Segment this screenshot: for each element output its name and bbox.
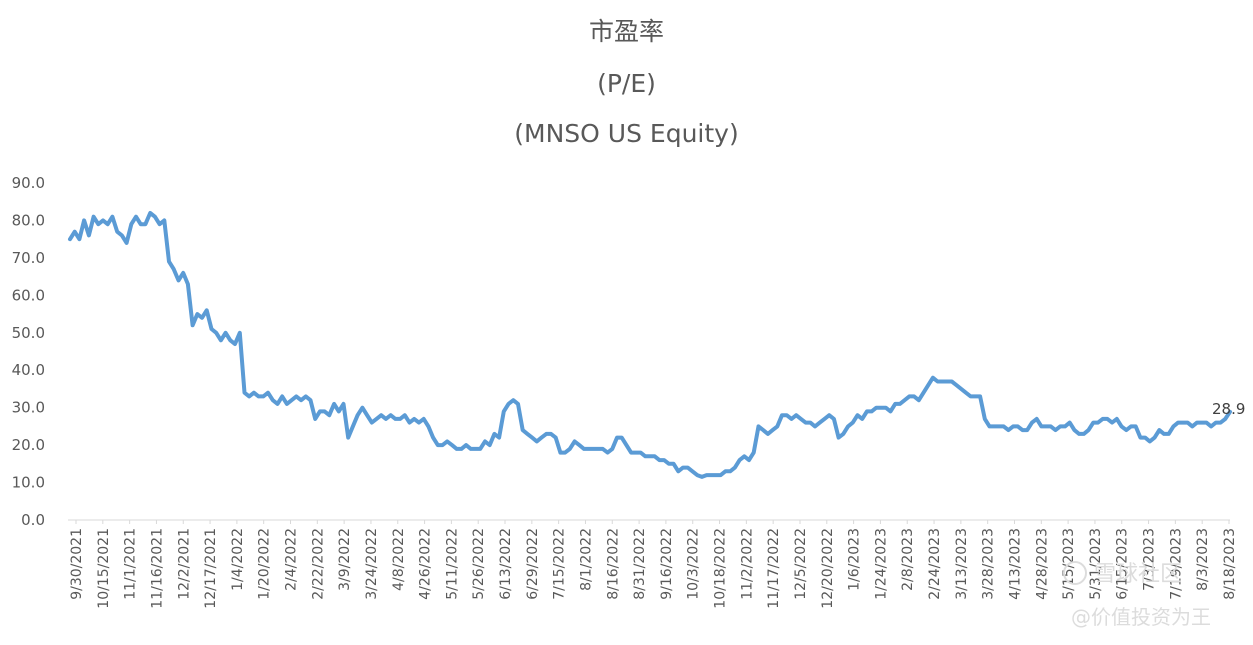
x-tick-label: 2/8/2023 [900, 528, 916, 591]
x-tick-label: 8/31/2022 [632, 528, 648, 600]
x-tick-label: 5/31/2023 [1088, 528, 1104, 600]
y-tick-label: 0.0 [21, 511, 45, 529]
x-tick-label: 8/18/2023 [1222, 528, 1238, 600]
x-tick-label: 2/4/2022 [284, 528, 300, 591]
x-tick-label: 6/13/2022 [498, 528, 514, 600]
x-tick-label: 12/17/2021 [203, 528, 219, 609]
x-tick-label: 11/17/2022 [766, 528, 782, 609]
y-tick-label: 50.0 [12, 324, 45, 342]
x-tick-label: 12/5/2022 [793, 528, 809, 600]
x-tick-label: 9/30/2021 [69, 528, 85, 600]
x-tick-label: 3/9/2022 [337, 528, 353, 591]
y-tick-label: 40.0 [12, 361, 45, 379]
x-tick-label: 5/11/2022 [444, 528, 460, 600]
x-tick-label: 4/28/2023 [1034, 528, 1050, 600]
x-tick-label: 6/15/2023 [1115, 528, 1131, 600]
x-tick-label: 4/13/2023 [1007, 528, 1023, 600]
chart-title: 市盈率 [588, 17, 664, 46]
x-tick-label: 6/29/2022 [525, 528, 541, 600]
x-tick-label: 8/16/2022 [605, 528, 621, 600]
x-tick-label: 4/8/2022 [391, 528, 407, 591]
x-tick-label: 10/15/2021 [96, 528, 112, 609]
x-tick-label: 3/28/2023 [981, 528, 997, 600]
x-tick-label: 1/24/2023 [873, 528, 889, 600]
pe-series-line [68, 211, 1232, 479]
y-axis: 0.0 10.0 20.0 30.0 40.0 50.0 60.0 70.0 80.0 90.0 [12, 174, 45, 529]
x-tick-label: 3/24/2022 [364, 528, 380, 600]
y-tick-label: 80.0 [12, 211, 45, 229]
y-tick-label: 10.0 [12, 474, 45, 492]
x-tick-label: 12/2/2021 [176, 528, 192, 600]
x-tick-label: 9/16/2022 [659, 528, 675, 600]
x-tick-label: 3/13/2023 [954, 528, 970, 600]
x-tick-label: 1/6/2023 [847, 528, 863, 591]
x-tick-label: 7/19/2023 [1168, 528, 1184, 600]
x-tick-label: 10/18/2022 [713, 528, 729, 609]
x-tick-label: 11/16/2021 [149, 528, 165, 609]
x-axis: 9/30/2021 10/15/2021 11/1/2021 11/16/2021 12… [69, 520, 1238, 609]
y-tick-label: 60.0 [12, 286, 45, 304]
x-tick-label: 8/3/2023 [1195, 528, 1211, 591]
y-tick-label: 70.0 [12, 249, 45, 267]
x-tick-label: 1/20/2022 [257, 528, 273, 600]
watermark: 雪球社区 @价值投资为王 [1063, 561, 1211, 629]
x-tick-label: 2/24/2023 [927, 528, 943, 600]
x-tick-label: 4/26/2022 [418, 528, 434, 600]
watermark-text-1: 雪球社区 [1094, 562, 1182, 587]
x-tick-label: 8/1/2022 [578, 528, 594, 591]
x-tick-label: 12/20/2022 [820, 528, 836, 609]
x-tick-label: 1/4/2022 [230, 528, 246, 591]
y-tick-label: 20.0 [12, 436, 45, 454]
chart-subtitle: (P/E) [597, 69, 656, 98]
y-tick-label: 90.0 [12, 174, 45, 192]
x-tick-label: 7/15/2022 [552, 528, 568, 600]
x-tick-label: 11/2/2022 [739, 528, 755, 600]
chart-subtitle-2: (MNSO US Equity) [514, 119, 739, 148]
x-tick-label: 10/3/2022 [686, 528, 702, 600]
y-tick-label: 30.0 [12, 399, 45, 417]
x-tick-label: 2/22/2022 [310, 528, 326, 600]
last-value-label: 28.9 [1212, 400, 1245, 418]
x-tick-label: 7/3/2023 [1142, 528, 1158, 591]
x-tick-label: 11/1/2021 [123, 528, 139, 600]
watermark-logo-icon [1063, 561, 1087, 585]
x-tick-label: 5/26/2022 [471, 528, 487, 600]
watermark-text-2: @价值投资为王 [1071, 605, 1211, 629]
